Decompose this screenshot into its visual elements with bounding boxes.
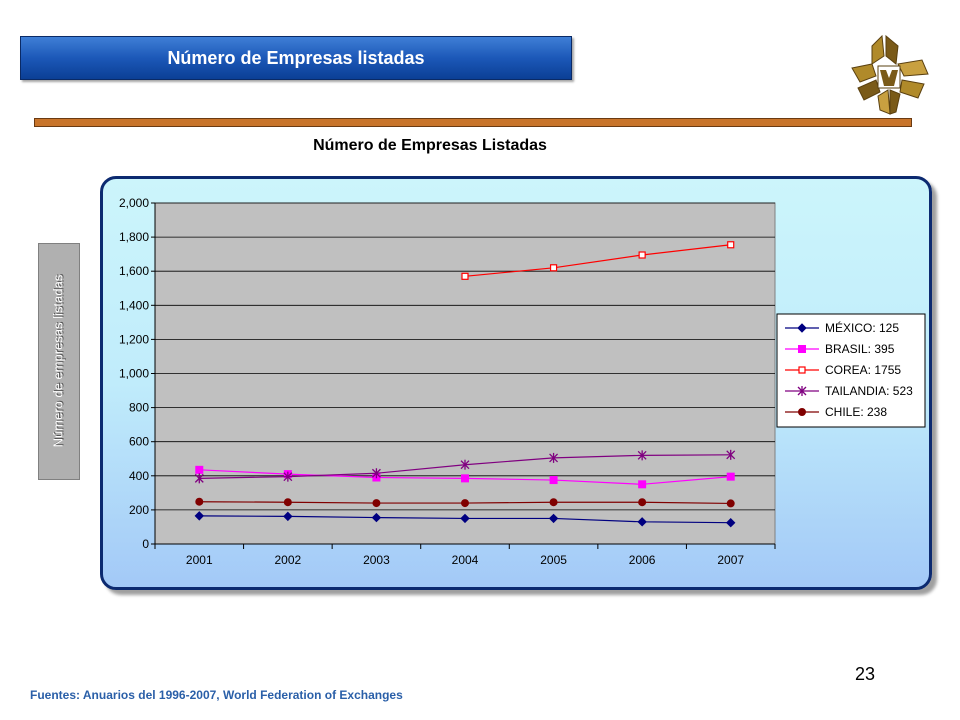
data-point [638, 480, 647, 489]
x-tick-label: 2007 [717, 553, 744, 567]
data-point [460, 459, 470, 470]
data-point [372, 499, 381, 508]
data-point [461, 474, 469, 483]
legend-marker [798, 408, 806, 416]
data-point [638, 251, 646, 259]
x-tick-label: 2005 [540, 553, 567, 567]
data-point [549, 452, 559, 463]
footer-source: Fuentes: Anuarios del 1996-2007, World F… [30, 688, 403, 702]
data-point [283, 511, 293, 522]
y-tick-label: 800 [129, 401, 149, 415]
page-number: 23 [855, 664, 876, 684]
data-point [637, 450, 647, 461]
x-tick-label: 2002 [275, 553, 302, 567]
data-point [283, 471, 293, 482]
y-tick-label: 1,800 [119, 230, 149, 244]
series-line-2 [464, 244, 731, 277]
data-point [195, 465, 204, 474]
data-point [194, 511, 204, 521]
data-point [283, 498, 292, 507]
y-tick-label: 1,200 [119, 332, 149, 346]
data-point [549, 264, 558, 272]
line-chart: 0 200 400 600 800 1,000 1,200 1,400 1,600 1,800 2,… [119, 196, 926, 567]
y-tick-label: 200 [129, 503, 149, 517]
header-divider [34, 118, 912, 127]
legend-marker [797, 323, 807, 333]
chart-title: Número de Empresas Listadas [313, 137, 547, 154]
y-tick-label: 600 [129, 435, 149, 449]
data-point [194, 473, 204, 484]
data-point [195, 497, 204, 506]
data-point [726, 449, 736, 460]
chart-panel: 0 200 400 600 800 1,000 1,200 1,400 1,600 1,800 2,… [100, 176, 932, 590]
legend-label: CHILE: 238 [825, 405, 887, 419]
data-point [549, 498, 558, 507]
side-label: Número de empresas listadas [50, 274, 66, 448]
y-tick-label: 1,000 [119, 367, 149, 381]
legend-marker [797, 386, 807, 396]
data-point [461, 499, 469, 508]
side-label-box [38, 243, 80, 480]
legend-label: BRASIL: 395 [825, 342, 895, 356]
x-tick-label: 2003 [363, 553, 390, 567]
y-tick-label: 400 [129, 469, 149, 483]
data-point [637, 517, 647, 527]
data-point [726, 499, 735, 508]
legend-label: TAILANDIA: 523 [825, 384, 913, 398]
organization-logo [851, 34, 929, 115]
y-tick-label: 1,400 [119, 298, 149, 312]
legend-marker [798, 345, 806, 353]
legend-label: MÉXICO: 125 [825, 320, 899, 335]
legend-label: COREA: 1755 [825, 363, 901, 377]
legend-marker [798, 366, 806, 374]
data-point [638, 498, 647, 507]
data-point [371, 512, 382, 523]
data-point [726, 472, 735, 481]
page-title: Número de Empresas listadas [167, 48, 425, 68]
page-title-banner: Número de Empresas listadas [20, 36, 572, 80]
data-point [460, 513, 470, 524]
y-tick-label: 0 [142, 537, 149, 551]
x-tick-label: 2001 [186, 553, 213, 567]
data-point [726, 517, 736, 528]
x-tick-label: 2006 [629, 553, 656, 567]
data-point [727, 241, 735, 249]
y-tick-label: 2,000 [119, 196, 149, 210]
x-tick-label: 2004 [452, 553, 479, 567]
data-point [548, 513, 559, 524]
data-point [371, 468, 381, 479]
data-point [461, 272, 469, 280]
y-tick-label: 1,600 [119, 264, 149, 278]
data-point [549, 476, 558, 485]
